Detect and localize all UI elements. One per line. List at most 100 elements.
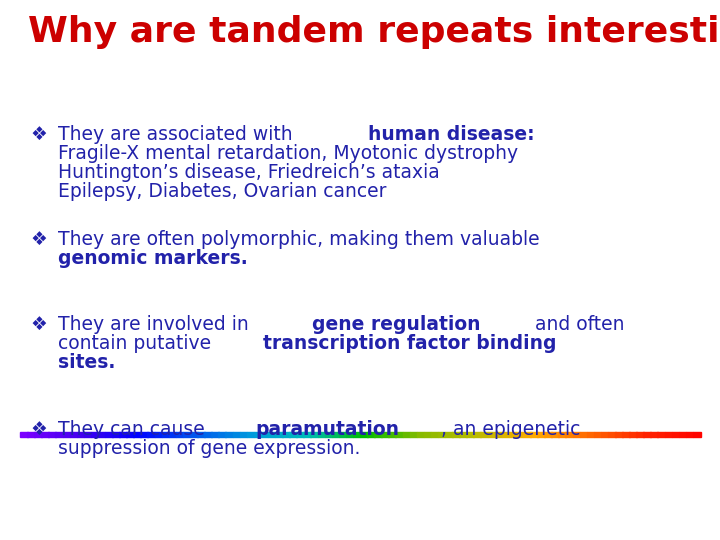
Bar: [367, 432, 374, 437]
Text: genomic markers.: genomic markers.: [58, 249, 248, 268]
Bar: [530, 432, 538, 437]
Bar: [693, 432, 701, 437]
Bar: [565, 432, 573, 437]
Bar: [587, 432, 594, 437]
Bar: [140, 432, 148, 437]
Text: suppression of gene expression.: suppression of gene expression.: [58, 439, 361, 458]
Bar: [303, 432, 311, 437]
Bar: [594, 432, 601, 437]
Bar: [523, 432, 531, 437]
Text: gene regulation: gene regulation: [312, 315, 480, 334]
Bar: [325, 432, 332, 437]
Bar: [608, 432, 616, 437]
Bar: [487, 432, 495, 437]
Bar: [155, 432, 162, 437]
Bar: [338, 432, 346, 437]
Bar: [190, 432, 197, 437]
Bar: [636, 432, 644, 437]
Bar: [572, 432, 580, 437]
Bar: [120, 432, 127, 437]
Bar: [686, 432, 693, 437]
Text: They are associated with: They are associated with: [58, 125, 299, 144]
Bar: [253, 432, 261, 437]
Bar: [176, 432, 184, 437]
Bar: [48, 432, 56, 437]
Text: , an epigenetic: , an epigenetic: [441, 420, 580, 439]
Bar: [424, 432, 431, 437]
Bar: [34, 432, 42, 437]
Bar: [233, 432, 240, 437]
Bar: [63, 432, 70, 437]
Bar: [126, 432, 134, 437]
Text: ❖: ❖: [30, 230, 47, 249]
Bar: [388, 432, 396, 437]
Bar: [672, 432, 679, 437]
Text: sites.: sites.: [58, 353, 115, 372]
Bar: [644, 432, 651, 437]
Bar: [20, 432, 27, 437]
Bar: [162, 432, 169, 437]
Bar: [473, 432, 481, 437]
Bar: [552, 432, 559, 437]
Text: human disease:: human disease:: [369, 125, 535, 144]
Bar: [133, 432, 141, 437]
Text: transcription factor binding: transcription factor binding: [264, 334, 557, 353]
Bar: [495, 432, 502, 437]
Bar: [296, 432, 304, 437]
Text: contain putative: contain putative: [58, 334, 217, 353]
Bar: [353, 432, 361, 437]
Bar: [76, 432, 84, 437]
Bar: [417, 432, 424, 437]
Bar: [502, 432, 509, 437]
Bar: [204, 432, 212, 437]
Bar: [537, 432, 544, 437]
Bar: [27, 432, 35, 437]
Bar: [657, 432, 665, 437]
Text: paramutation: paramutation: [255, 420, 399, 439]
Bar: [395, 432, 403, 437]
Text: ❖: ❖: [30, 420, 47, 439]
Bar: [218, 432, 226, 437]
Bar: [445, 432, 453, 437]
Bar: [310, 432, 318, 437]
Text: They can cause: They can cause: [58, 420, 211, 439]
Bar: [467, 432, 474, 437]
Bar: [268, 432, 276, 437]
Bar: [240, 432, 247, 437]
Bar: [55, 432, 63, 437]
Bar: [600, 432, 608, 437]
Bar: [247, 432, 254, 437]
Text: ❖: ❖: [30, 125, 47, 144]
Bar: [516, 432, 523, 437]
Bar: [318, 432, 325, 437]
Bar: [112, 432, 120, 437]
Bar: [615, 432, 623, 437]
Bar: [438, 432, 446, 437]
Bar: [558, 432, 566, 437]
Bar: [332, 432, 339, 437]
Text: Epilepsy, Diabetes, Ovarian cancer: Epilepsy, Diabetes, Ovarian cancer: [58, 182, 387, 201]
Bar: [346, 432, 354, 437]
Bar: [261, 432, 269, 437]
Bar: [360, 432, 368, 437]
Bar: [580, 432, 588, 437]
Bar: [410, 432, 417, 437]
Bar: [544, 432, 552, 437]
Text: Why are tandem repeats interesting?: Why are tandem repeats interesting?: [28, 15, 720, 49]
Bar: [282, 432, 289, 437]
Bar: [275, 432, 282, 437]
Bar: [374, 432, 382, 437]
Bar: [91, 432, 99, 437]
Bar: [650, 432, 658, 437]
Bar: [452, 432, 459, 437]
Bar: [509, 432, 516, 437]
Bar: [382, 432, 389, 437]
Bar: [402, 432, 410, 437]
Bar: [105, 432, 112, 437]
Bar: [70, 432, 77, 437]
Bar: [197, 432, 204, 437]
Bar: [679, 432, 686, 437]
Bar: [459, 432, 467, 437]
Bar: [289, 432, 297, 437]
Text: and often: and often: [529, 315, 625, 334]
